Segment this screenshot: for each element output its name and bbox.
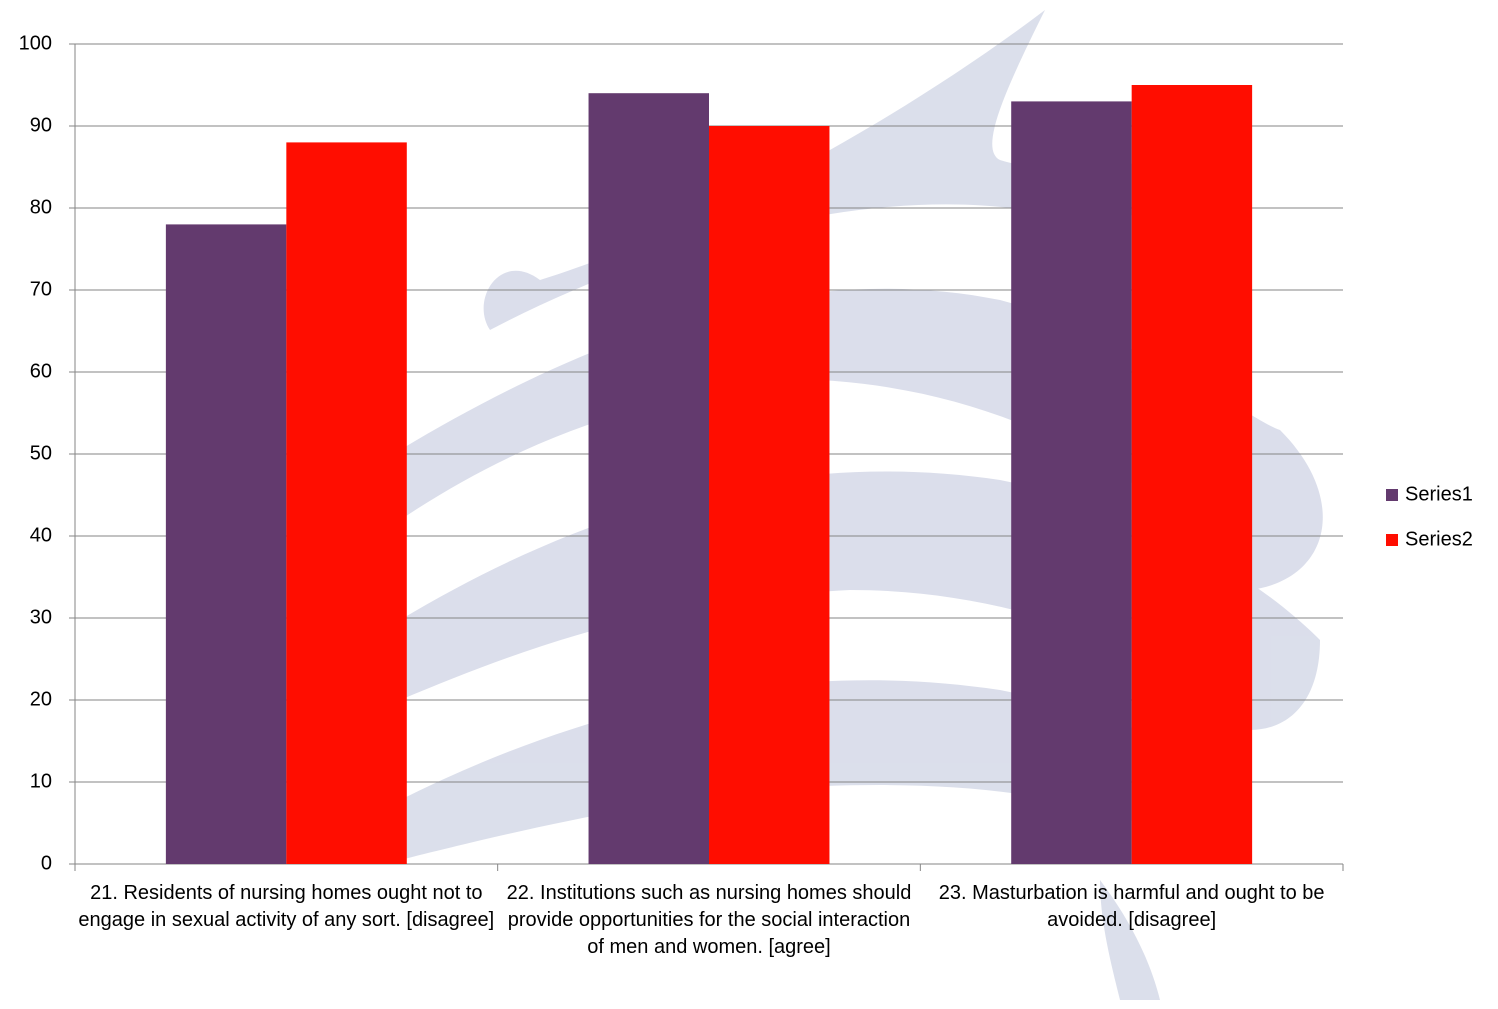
y-tick-label: 30 [30, 606, 52, 628]
y-tick-label: 70 [30, 278, 52, 300]
legend-label: Series1 [1405, 483, 1473, 505]
y-tick-label: 80 [30, 196, 52, 218]
bar [286, 142, 407, 864]
x-tick-label: 22. Institutions such as nursing homes s… [506, 882, 912, 958]
y-tick-label: 100 [19, 32, 52, 54]
bar [1011, 101, 1132, 864]
y-tick-label: 0 [41, 852, 52, 874]
legend-label: Series2 [1405, 528, 1473, 550]
bar [709, 126, 830, 864]
bar [165, 224, 287, 864]
y-tick-label: 90 [30, 114, 52, 136]
legend-swatch [1386, 489, 1398, 501]
x-tick-label: 21. Residents of nursing homes ought not… [78, 882, 495, 931]
legend-swatch [1386, 534, 1398, 546]
bar [1131, 85, 1253, 864]
y-tick-label: 20 [30, 688, 52, 710]
x-tick-label: 23. Masturbation is harmful and ought to… [938, 882, 1325, 931]
y-tick-label: 40 [30, 524, 52, 546]
y-tick-label: 50 [30, 442, 52, 464]
y-tick-label: 60 [30, 360, 52, 382]
y-tick-label: 10 [30, 770, 52, 792]
bar [588, 93, 709, 864]
